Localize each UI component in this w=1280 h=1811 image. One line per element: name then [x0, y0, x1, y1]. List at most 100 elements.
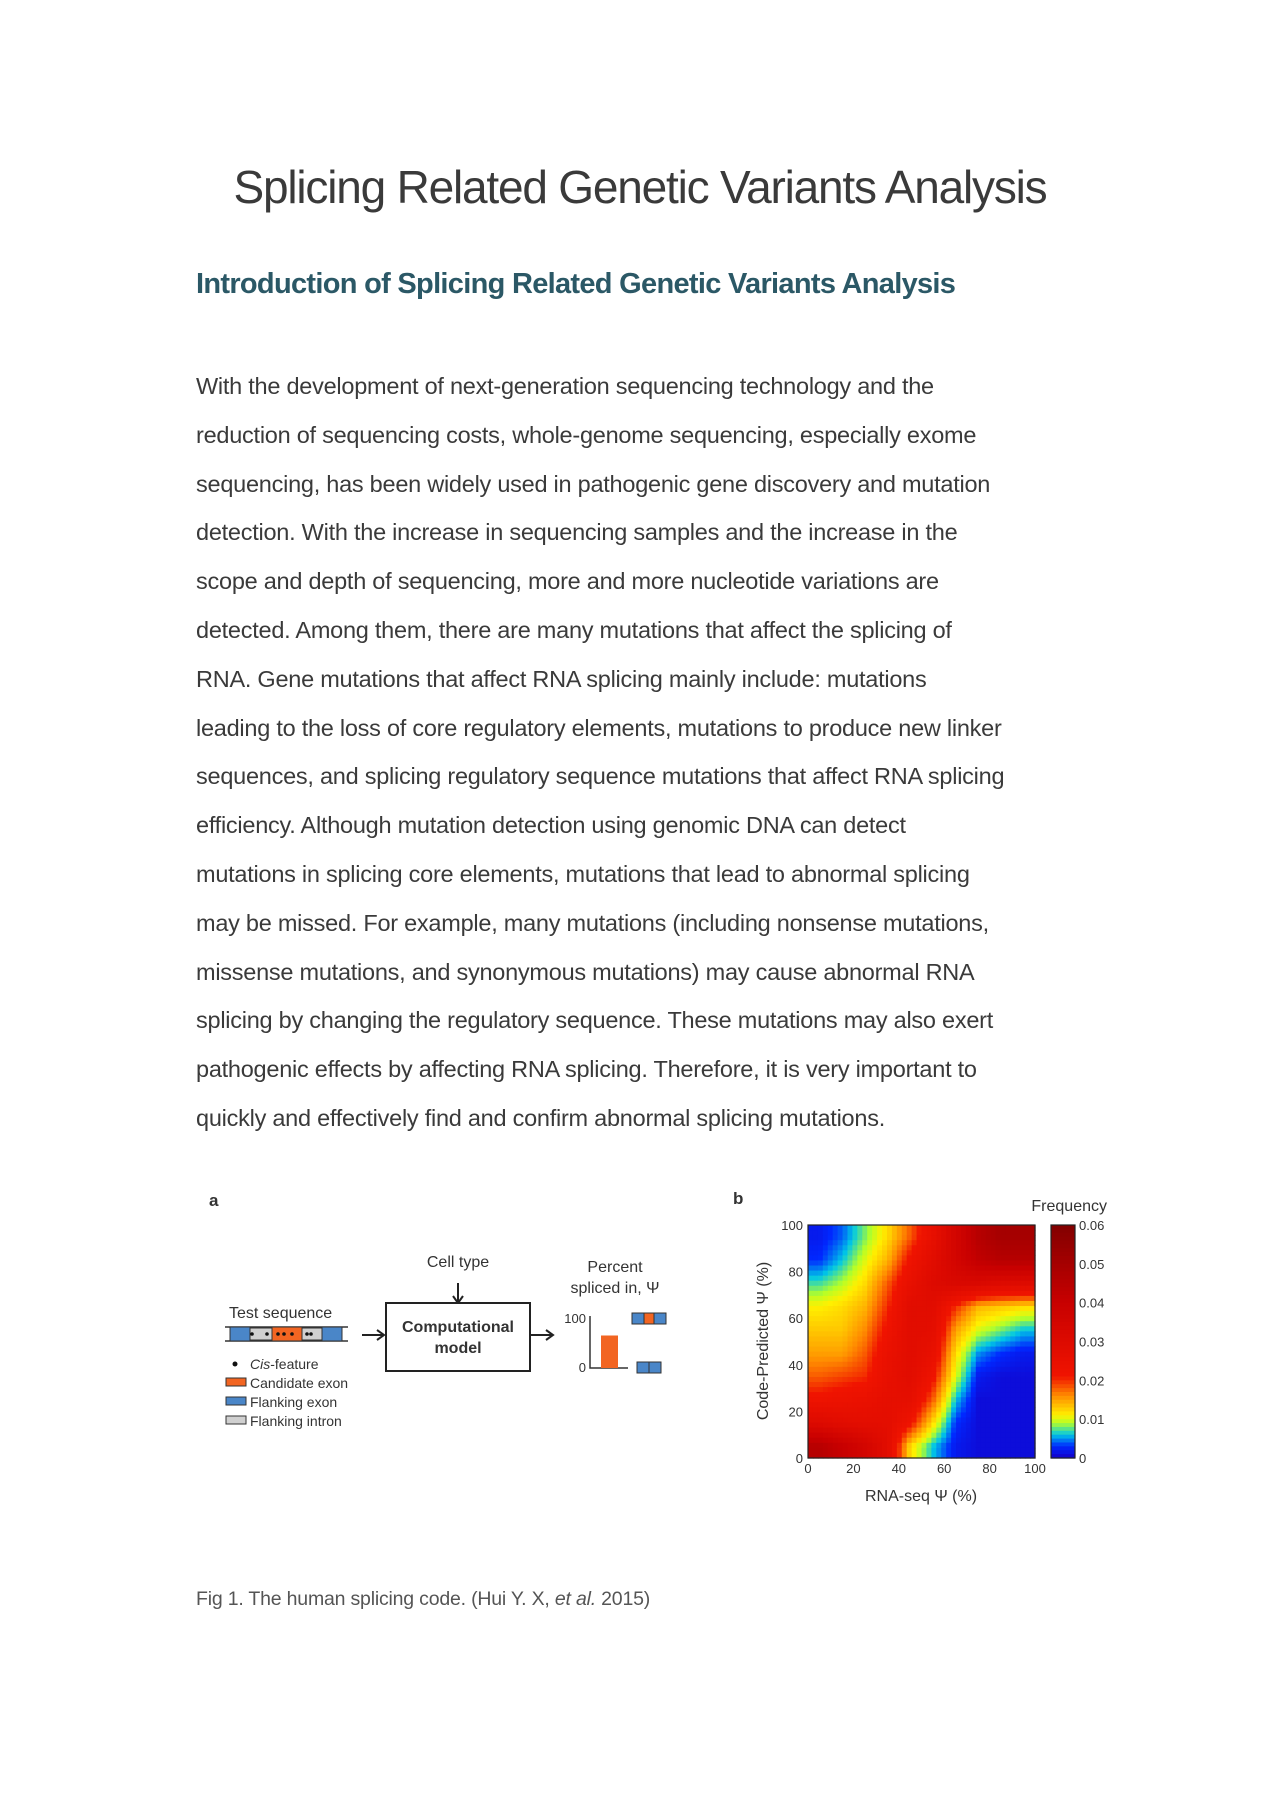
- heatmap-cell: [906, 1290, 913, 1297]
- heatmap-cell: [891, 1326, 898, 1332]
- heatmap-cell: [901, 1447, 908, 1454]
- heatmap-cell: [990, 1422, 997, 1429]
- heatmap-cell: [926, 1346, 932, 1353]
- heatmap-cell: [1025, 1295, 1031, 1302]
- heatmap-cell: [812, 1270, 819, 1277]
- body-line: missense mutations, and synonymous mutat…: [196, 958, 975, 985]
- heatmap-cell: [985, 1442, 992, 1449]
- heatmap-cell: [886, 1300, 893, 1307]
- heatmap-cell: [901, 1407, 908, 1414]
- heatmap-cell: [812, 1235, 819, 1241]
- heatmap-cell: [926, 1452, 932, 1459]
- heatmap-cell: [1025, 1376, 1031, 1383]
- heatmap-cell: [960, 1331, 967, 1338]
- heatmap-cell: [862, 1427, 868, 1434]
- heatmap-cell: [842, 1311, 849, 1317]
- heatmap-cell: [951, 1376, 957, 1383]
- heatmap-cell: [886, 1442, 893, 1449]
- heatmap-cell: [1030, 1447, 1036, 1454]
- heatmap-cell: [896, 1306, 903, 1312]
- heatmap-cell: [896, 1371, 903, 1378]
- heatmap-cell: [911, 1397, 918, 1403]
- heatmap-cell: [1010, 1387, 1016, 1393]
- heatmap-cell: [832, 1326, 839, 1332]
- heatmap-cell: [867, 1321, 873, 1327]
- heatmap-cell: [852, 1417, 858, 1424]
- heatmap-cell: [837, 1311, 844, 1317]
- heatmap-cell: [1010, 1361, 1016, 1368]
- heatmap-cell: [1005, 1376, 1011, 1383]
- heatmap-cell: [827, 1387, 834, 1393]
- heatmap-cell: [857, 1300, 863, 1307]
- heatmap-cell: [862, 1432, 868, 1439]
- heatmap-cell: [911, 1280, 918, 1287]
- heatmap-cell: [1005, 1290, 1011, 1297]
- heatmap-cell: [906, 1326, 913, 1332]
- heatmap-cell: [901, 1387, 908, 1393]
- heatmap-cell: [822, 1412, 829, 1419]
- heatmap-cell: [877, 1336, 883, 1343]
- heatmap-cell: [936, 1387, 942, 1393]
- heatmap-cell: [872, 1382, 878, 1388]
- heatmap-cell: [882, 1326, 888, 1332]
- heatmap-cell: [980, 1245, 987, 1251]
- heatmap-cell: [847, 1371, 854, 1378]
- heatmap-cell: [847, 1346, 854, 1353]
- heatmap-cell: [891, 1255, 898, 1262]
- heatmap-cell: [926, 1245, 932, 1251]
- heatmap-cell: [921, 1351, 928, 1358]
- heatmap-cell: [808, 1316, 814, 1322]
- heatmap-cell: [916, 1402, 923, 1408]
- heatmap-cell: [980, 1356, 987, 1363]
- colorbar-tick-label: 0.01: [1079, 1412, 1104, 1427]
- heatmap-cell: [1020, 1407, 1026, 1414]
- heatmap-cell: [911, 1265, 918, 1272]
- heatmap-cell: [985, 1331, 992, 1338]
- colorbar-segment: [1051, 1419, 1075, 1424]
- heatmap-cell: [882, 1432, 888, 1439]
- heatmap-cell: [965, 1392, 972, 1398]
- colorbar-segment: [1051, 1329, 1075, 1335]
- heatmap-cell: [1020, 1376, 1026, 1383]
- heatmap-cell: [931, 1382, 937, 1388]
- heatmap-cell: [896, 1265, 903, 1272]
- heatmap-cell: [995, 1442, 1002, 1449]
- colorbar-segment: [1051, 1368, 1075, 1374]
- heatmap-cell: [837, 1387, 844, 1393]
- heatmap-cell: [1015, 1235, 1021, 1241]
- heatmap-cell: [911, 1250, 918, 1256]
- heatmap-cell: [970, 1300, 977, 1307]
- heatmap-cell: [832, 1260, 839, 1267]
- heatmap-cell: [951, 1225, 957, 1231]
- heatmap-cell: [921, 1300, 928, 1307]
- heatmap-cell: [1030, 1240, 1036, 1246]
- heatmap-cell: [882, 1407, 888, 1414]
- heatmap-cell: [827, 1295, 834, 1302]
- heatmap-cell: [862, 1452, 868, 1459]
- heatmap-cell: [1030, 1371, 1036, 1378]
- heatmap-cell: [812, 1447, 819, 1454]
- heatmap-cell: [926, 1260, 932, 1267]
- heatmap-cell: [842, 1245, 849, 1251]
- heatmap-cell: [1005, 1437, 1011, 1444]
- heatmap-cell: [916, 1306, 923, 1312]
- heatmap-cell: [1015, 1382, 1021, 1388]
- heatmap-cell: [970, 1250, 977, 1256]
- heatmap-cell: [827, 1427, 834, 1434]
- heatmap-cell: [1025, 1250, 1031, 1256]
- heatmap-cell: [827, 1331, 834, 1338]
- heatmap-cell: [1020, 1392, 1026, 1398]
- heatmap-cell: [931, 1402, 937, 1408]
- heatmap-cell: [931, 1331, 937, 1338]
- heatmap-cell: [808, 1225, 814, 1231]
- heatmap-cell: [970, 1265, 977, 1272]
- heatmap-cell: [857, 1361, 863, 1368]
- heatmap-cell: [1015, 1326, 1021, 1332]
- heatmap-cell: [867, 1275, 873, 1282]
- heatmap-cell: [822, 1280, 829, 1287]
- heatmap-cell: [877, 1361, 883, 1368]
- heatmap-cell: [990, 1402, 997, 1408]
- heatmap-cell: [951, 1366, 957, 1373]
- heatmap-cell: [827, 1290, 834, 1297]
- heatmap-cell: [877, 1366, 883, 1373]
